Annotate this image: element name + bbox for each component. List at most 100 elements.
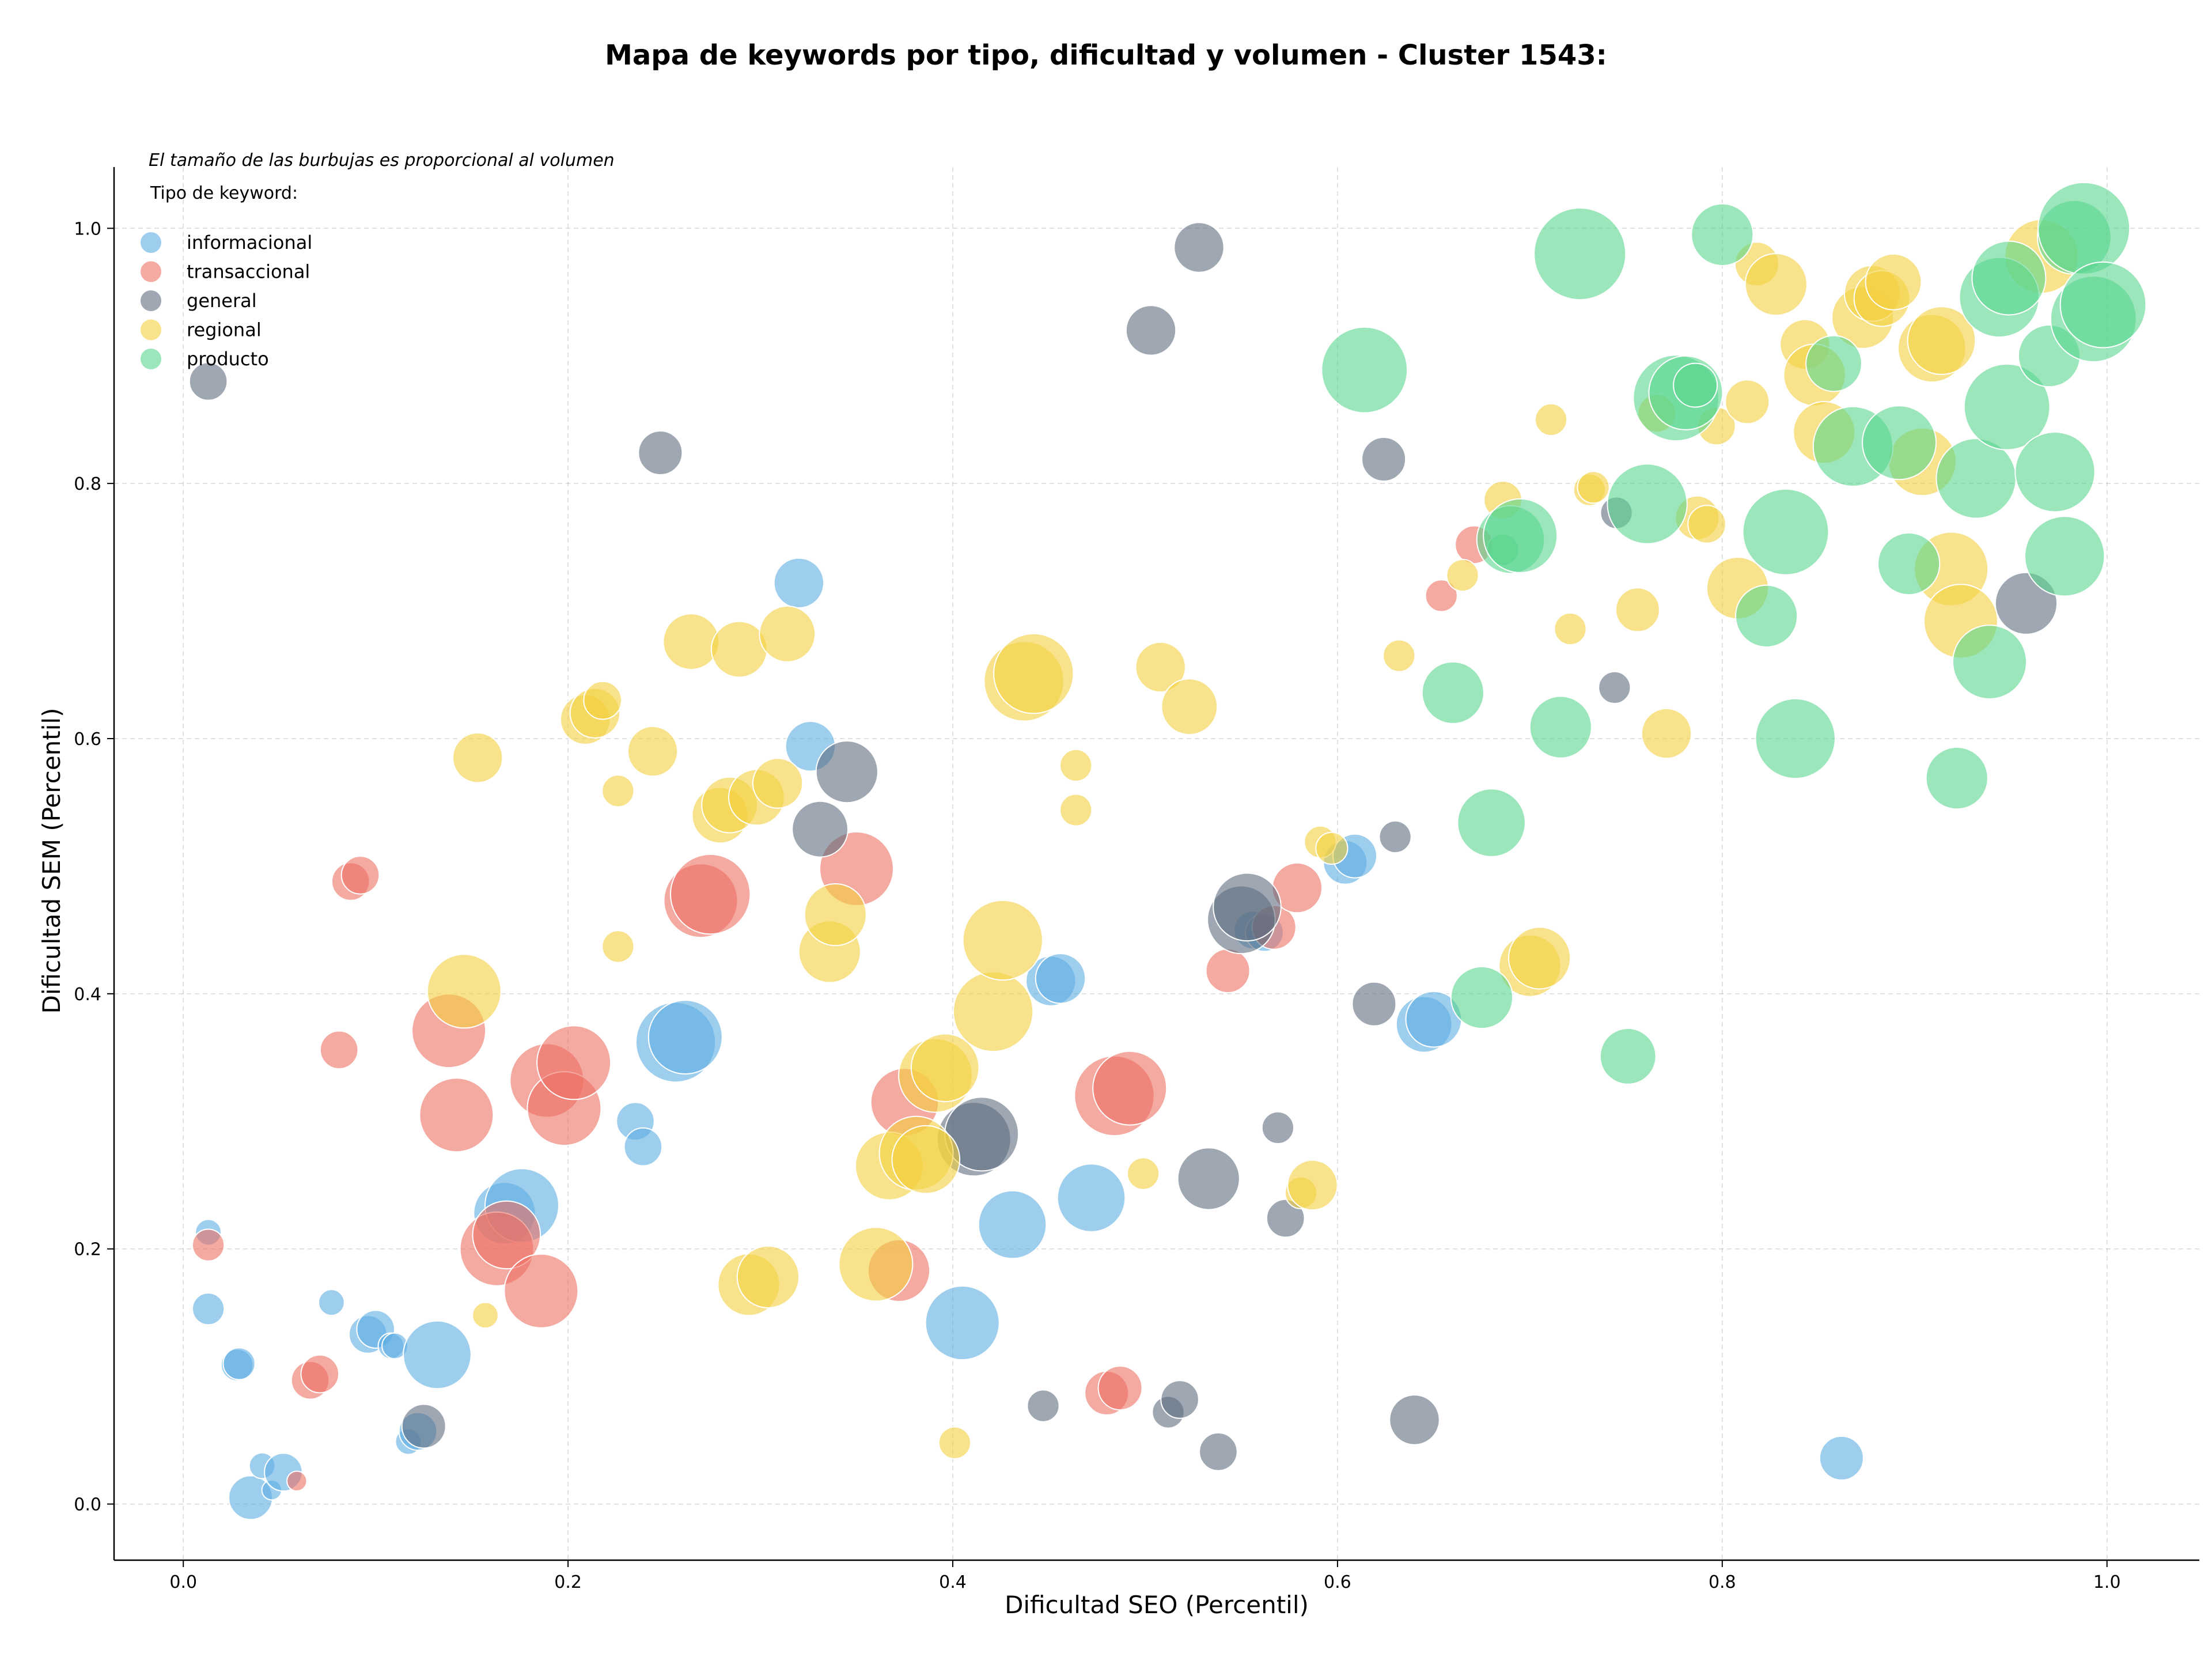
bubble-general: [401, 1403, 446, 1449]
y-tick-label: 0.6: [74, 729, 101, 750]
bubble-transaccional: [419, 1077, 494, 1153]
bubble-transaccional: [340, 856, 380, 895]
bubble-informacional: [1056, 1163, 1126, 1232]
bubble-producto: [2037, 181, 2131, 275]
bubble-regional: [1135, 641, 1186, 693]
bubble-regional: [601, 774, 635, 808]
bubble-informacional: [773, 557, 825, 609]
bubble-general: [1177, 1147, 1240, 1210]
bubble-regional: [1508, 926, 1571, 990]
legend-label-producto: producto: [187, 348, 269, 370]
legend-marker-regional: [139, 318, 162, 342]
bubble-size-note: El tamaño de las burbujas es proporciona…: [149, 150, 615, 171]
bubble-transaccional: [670, 853, 751, 935]
bubble-regional: [1615, 587, 1660, 633]
bubble-regional: [962, 899, 1044, 981]
bubble-transaccional: [503, 1253, 579, 1329]
bubble-regional: [1725, 379, 1770, 425]
bubble-general: [791, 800, 849, 858]
bubble-regional: [1161, 678, 1218, 735]
bubble-producto: [2024, 516, 2105, 597]
bubble-producto: [1483, 498, 1558, 573]
bubble-producto: [1529, 695, 1592, 759]
bubble-general: [1361, 437, 1407, 482]
bubble-informacional: [623, 1127, 663, 1167]
legend-marker-general: [139, 289, 162, 312]
bubble-regional: [759, 606, 816, 663]
bubble-general: [1027, 1389, 1060, 1422]
x-tick-label: 0.6: [1324, 1572, 1351, 1592]
legend-label-regional: regional: [187, 319, 262, 341]
bubble-regional: [752, 758, 804, 809]
bubble-regional: [1287, 1159, 1338, 1211]
bubble-producto: [1607, 463, 1688, 544]
bubble-producto: [1735, 584, 1798, 648]
bubble-producto: [1421, 661, 1484, 724]
bubble-transaccional: [536, 1025, 612, 1100]
data-bubbles: [188, 181, 2147, 1520]
bubble-transaccional: [192, 1228, 225, 1262]
bubble-regional: [1446, 559, 1479, 592]
bubble-general: [1351, 981, 1397, 1027]
bubble-producto: [1742, 488, 1830, 576]
bubble-informacional: [403, 1320, 472, 1390]
bubble-informacional: [1035, 953, 1086, 1004]
bubble-producto: [1457, 788, 1526, 857]
bubble-general: [188, 362, 228, 401]
bubble-regional: [1641, 707, 1692, 759]
bubble-general: [1378, 820, 1412, 854]
bubble-regional: [1744, 253, 1808, 316]
bubble-regional: [1687, 505, 1726, 544]
bubble-producto: [1971, 240, 2047, 316]
bubble-informacional: [1819, 1435, 1864, 1481]
bubble-informacional: [192, 1292, 225, 1326]
bubble-regional: [1907, 306, 1976, 375]
chart-title: Mapa de keywords por tipo, dificultad y …: [605, 39, 1607, 71]
bubble-producto: [1533, 207, 1627, 301]
bubble-producto: [1691, 203, 1754, 266]
bubble-producto: [1925, 747, 1988, 810]
bubble-regional: [952, 971, 1034, 1053]
x-tick-label: 0.8: [1709, 1572, 1736, 1592]
x-tick-label: 0.0: [169, 1572, 197, 1592]
legend-marker-informacional: [139, 231, 162, 254]
bubble-producto: [1862, 405, 1937, 480]
bubble-producto: [2059, 261, 2147, 349]
bubble-regional: [804, 883, 867, 947]
bubble-informacional: [925, 1285, 1000, 1361]
bubble-regional: [710, 620, 768, 678]
bubble-general: [1261, 1111, 1294, 1145]
bubble-regional: [1554, 612, 1587, 646]
x-tick-label: 0.2: [554, 1572, 582, 1592]
bubble-general: [1266, 1198, 1305, 1238]
bubble-general: [638, 430, 683, 475]
bubble-regional: [1127, 1157, 1160, 1190]
bubble-producto: [1450, 966, 1513, 1030]
y-tick-label: 0.0: [74, 1495, 101, 1515]
bubble-regional: [627, 725, 679, 777]
bubble-regional: [1382, 639, 1416, 672]
bubble-producto: [1952, 625, 2027, 700]
bubble-regional: [662, 613, 720, 671]
bubble-regional: [472, 1301, 499, 1329]
legend-title: Tipo de keyword:: [150, 183, 298, 203]
bubble-transaccional: [1097, 1365, 1143, 1411]
bubble-transaccional: [319, 1030, 359, 1070]
bubble-regional: [1059, 793, 1093, 827]
bubble-regional: [1865, 253, 1922, 311]
bubble-general: [1213, 872, 1282, 942]
tick-labels: 0.0 0.2 0.4 0.6 0.8 1.0 0.0 0.2 0.4 0.6 0.8 1.0: [74, 219, 2120, 1592]
y-tick-label: 0.8: [74, 474, 101, 494]
bubble-general: [1160, 1380, 1199, 1419]
bubble-producto: [1936, 438, 2017, 519]
bubble-producto: [1805, 335, 1862, 392]
bubble-transaccional: [300, 1354, 340, 1394]
bubble-regional: [426, 954, 502, 1029]
legend-label-transaccional: transaccional: [187, 261, 310, 283]
bubble-general: [1389, 1394, 1440, 1446]
bubble-transaccional: [1205, 948, 1251, 993]
bubble-general: [815, 740, 878, 804]
bubble-regional: [1315, 831, 1349, 865]
bubble-general: [1173, 222, 1225, 273]
